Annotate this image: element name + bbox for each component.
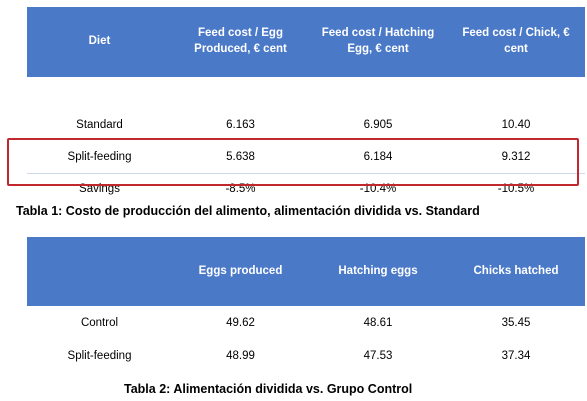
row-label: Split-feeding	[67, 349, 132, 362]
header-empty	[27, 237, 172, 306]
table1-caption: Tabla 1: Costo de producción del aliment…	[16, 204, 480, 218]
row-label: Savings	[79, 183, 120, 196]
cell-value: 48.99	[226, 349, 255, 362]
cell-value: -8.5%	[225, 183, 256, 196]
cell-value: 9.312	[447, 141, 585, 174]
table2-caption: Tabla 2: Alimentación dividida vs. Grupo…	[124, 382, 413, 396]
header-chicks-hatched: Chicks hatched	[447, 237, 585, 306]
header-feed-cost-chick: Feed cost / Chick, € cent	[447, 7, 585, 77]
row-label: Control	[80, 316, 119, 329]
table-row: Standard 6.163 6.905 10.40	[27, 109, 585, 141]
cell-value: 47.53	[363, 349, 393, 362]
cell-value: 10.40	[501, 119, 531, 131]
cell-value: 48.61	[363, 316, 393, 329]
cell-value: 37.34	[501, 349, 531, 362]
cell-value: -10.5%	[497, 183, 535, 196]
cell-value: 5.638	[172, 141, 309, 174]
cell-value: -10.4%	[359, 183, 397, 196]
cell-value: 35.45	[501, 316, 531, 329]
table-header-row: Diet Feed cost / Egg Produced, € cent Fe…	[27, 7, 585, 77]
header-eggs-produced: Eggs produced	[172, 237, 309, 306]
header-feed-cost-egg: Feed cost / Egg Produced, € cent	[172, 7, 309, 77]
feed-cost-table: Diet Feed cost / Egg Produced, € cent Fe…	[27, 7, 585, 205]
cell-value: 6.184	[309, 141, 447, 174]
savings-highlight-box	[7, 138, 579, 186]
table-row: Split-feeding 48.99 47.53 37.34	[27, 339, 585, 372]
cell-value: 49.62	[226, 316, 255, 329]
table-row: Split-feeding 5.638 6.184 9.312	[27, 141, 585, 174]
cell-value: 6.163	[226, 119, 255, 131]
table-row: Control 49.62 48.61 35.45	[27, 306, 585, 339]
table-row-savings: Savings -8.5% -10.4% -10.5%	[27, 173, 585, 205]
header-feed-cost-hatching-egg: Feed cost / Hatching Egg, € cent	[309, 7, 447, 77]
row-label: Split-feeding	[27, 141, 172, 174]
row-label: Standard	[76, 119, 123, 131]
header-hatching-eggs: Hatching eggs	[309, 237, 447, 306]
spacer-row	[27, 77, 585, 109]
table-header-row: Eggs produced Hatching eggs Chicks hatch…	[27, 237, 585, 306]
split-feeding-table: Eggs produced Hatching eggs Chicks hatch…	[27, 237, 585, 372]
header-diet: Diet	[27, 7, 172, 77]
cell-value: 6.905	[363, 119, 393, 131]
